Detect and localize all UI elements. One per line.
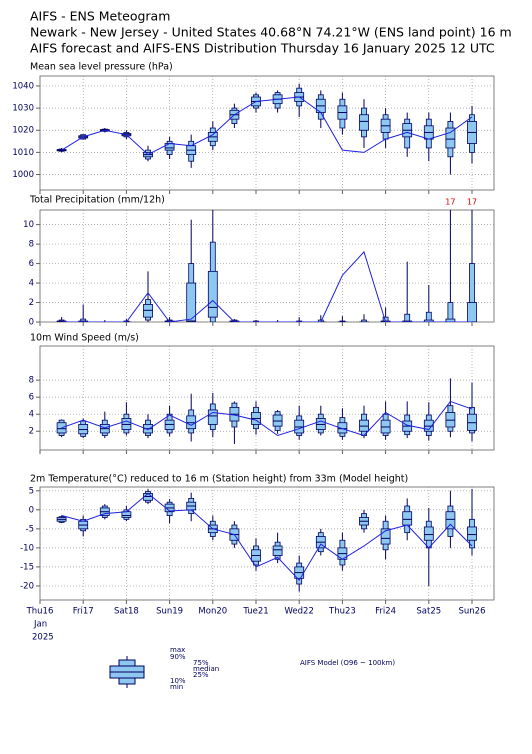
legend-icon bbox=[109, 656, 145, 688]
day-label: Sat25 bbox=[416, 607, 441, 617]
box-inner bbox=[359, 114, 369, 131]
box-inner bbox=[423, 526, 434, 541]
hres-line bbox=[61, 492, 473, 582]
hres-line bbox=[61, 250, 472, 322]
box-inner bbox=[402, 511, 413, 526]
y-tick-label: 8 bbox=[29, 240, 34, 250]
panel-title: Mean sea level pressure (hPa) bbox=[30, 62, 173, 73]
day-label: Wed22 bbox=[285, 607, 314, 617]
box-inner bbox=[467, 526, 477, 541]
y-tick-label: 8 bbox=[29, 376, 34, 386]
hres-line bbox=[61, 400, 473, 437]
box-inner bbox=[207, 409, 218, 425]
y-tick-label: -5 bbox=[26, 524, 34, 534]
day-label: Tue21 bbox=[242, 607, 268, 617]
plot-frame bbox=[39, 75, 495, 191]
panel-title: 10m Wind Speed (m/s) bbox=[30, 333, 139, 344]
legend-label: min bbox=[170, 683, 183, 691]
header-line: AIFS - ENS Meteogram bbox=[30, 9, 170, 24]
y-tick-label: -10 bbox=[20, 543, 34, 553]
box-outer bbox=[469, 263, 475, 322]
y-tick-label: 2 bbox=[29, 298, 34, 308]
y-tick-label: 1000 bbox=[12, 170, 34, 180]
y-tick-label: 5 bbox=[29, 486, 34, 496]
box-inner bbox=[467, 302, 477, 322]
y-tick-label: 6 bbox=[29, 393, 34, 403]
box-inner bbox=[423, 319, 434, 322]
y-tick-label: 10 bbox=[23, 220, 34, 230]
y-tick-label: 0 bbox=[29, 318, 34, 328]
box-inner bbox=[272, 545, 283, 556]
hres-line bbox=[61, 96, 473, 156]
day-label: Mon20 bbox=[198, 607, 227, 617]
legend-label: 75% bbox=[193, 659, 209, 667]
y-tick-label: 1030 bbox=[12, 104, 34, 114]
day-label: Fri24 bbox=[375, 607, 396, 617]
y-tick-label: 4 bbox=[29, 279, 34, 289]
plot-area bbox=[56, 378, 477, 445]
model-label: AIFS Model (O96 ~ 100km) bbox=[300, 659, 395, 667]
plot-frame bbox=[39, 486, 495, 601]
max-value-label: 17 bbox=[445, 198, 455, 207]
legend-label: median bbox=[193, 665, 219, 673]
plot-frame bbox=[39, 209, 495, 323]
box-inner bbox=[207, 270, 218, 318]
header-line: Newark - New Jersey - United States 40.6… bbox=[30, 25, 512, 40]
max-value-label: 17 bbox=[467, 198, 477, 207]
plot-area bbox=[56, 83, 477, 175]
panel-title: 2m Temperature(°C) reduced to 16 m (Stat… bbox=[30, 474, 408, 485]
box-inner bbox=[337, 422, 348, 434]
box-inner bbox=[445, 511, 456, 530]
plot-frame bbox=[39, 345, 495, 451]
day-label: Sat18 bbox=[114, 607, 139, 617]
y-tick-label: 1040 bbox=[12, 81, 34, 91]
legend-label: 10% bbox=[170, 677, 186, 685]
box-inner bbox=[445, 127, 456, 149]
box-inner bbox=[121, 511, 132, 518]
box-outer bbox=[404, 313, 411, 322]
y-tick-label: -20 bbox=[20, 581, 34, 591]
day-label: Sun26 bbox=[459, 607, 486, 617]
panel-title: Total Precipitation (mm/12h) bbox=[29, 195, 165, 206]
box-inner bbox=[164, 143, 175, 151]
y-tick-label: -15 bbox=[20, 562, 34, 572]
y-tick-label: 6 bbox=[29, 259, 34, 269]
legend-label: 25% bbox=[193, 671, 209, 679]
y-tick-label: 4 bbox=[29, 410, 34, 420]
plot-area bbox=[56, 488, 477, 592]
header-line: AIFS forecast and AIFS-ENS Distribution … bbox=[30, 41, 495, 56]
year-label: 2025 bbox=[32, 633, 54, 643]
plot-area bbox=[56, 210, 477, 322]
day-label: Fri17 bbox=[73, 607, 94, 617]
day-label: Thu16 bbox=[26, 607, 54, 617]
legend-label: 90% bbox=[170, 653, 186, 661]
y-tick-label: 1020 bbox=[12, 126, 34, 136]
month-label: Jan bbox=[33, 620, 47, 630]
y-tick-label: 1010 bbox=[12, 148, 34, 158]
legend-label: max bbox=[170, 646, 185, 654]
day-label: Thu23 bbox=[328, 607, 356, 617]
box-inner bbox=[380, 528, 391, 545]
y-tick-label: 2 bbox=[29, 427, 34, 437]
box-outer bbox=[361, 319, 367, 322]
day-label: Sun19 bbox=[156, 607, 183, 617]
y-tick-label: 0 bbox=[29, 505, 34, 515]
box-inner bbox=[186, 282, 197, 322]
